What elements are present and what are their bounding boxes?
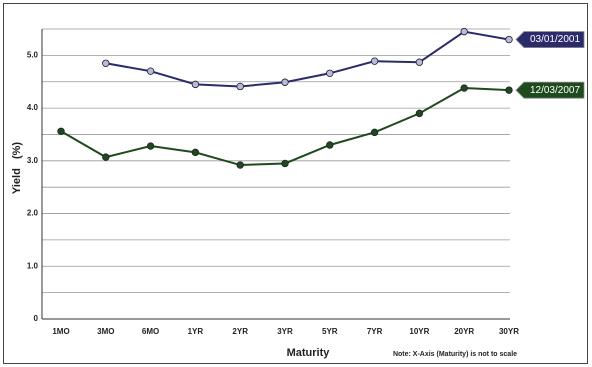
- x-axis-label: Maturity: [287, 347, 331, 359]
- x-tick-label: 1YR: [188, 327, 204, 336]
- y-tick-label: 1.0: [27, 261, 39, 270]
- data-point: [326, 69, 334, 77]
- x-tick-label: 20YR: [454, 327, 474, 336]
- data-point: [281, 78, 289, 86]
- y-axis-label: Yield (%): [11, 142, 23, 194]
- data-point: [505, 35, 513, 44]
- data-point: [236, 82, 244, 91]
- data-point: [370, 128, 379, 137]
- x-tick-label: 3MO: [97, 327, 114, 336]
- x-tick-label: 3YR: [277, 327, 293, 336]
- y-tick-label: 2.0: [27, 209, 39, 218]
- data-point: [146, 67, 155, 75]
- legend-label: 03/01/2001: [530, 34, 580, 45]
- x-tick-label: 10YR: [409, 327, 429, 336]
- data-point: [370, 57, 379, 65]
- y-tick-label: 0: [34, 314, 39, 323]
- legend-flag: [515, 31, 585, 48]
- data-point: [191, 148, 200, 157]
- legend-flag: [515, 81, 585, 99]
- x-tick-label: 5YR: [322, 327, 338, 336]
- data-point: [57, 127, 65, 135]
- x-tick-label: 30YR: [499, 327, 519, 336]
- data-point: [415, 58, 424, 66]
- data-point: [102, 59, 110, 67]
- data-point: [236, 161, 244, 169]
- data-point: [505, 86, 513, 94]
- data-point: [326, 141, 334, 149]
- x-tick-label: 7YR: [367, 327, 383, 336]
- chart-frame: [3, 3, 588, 364]
- y-tick-label: 3.0: [27, 156, 39, 165]
- data-point: [281, 159, 289, 168]
- series-line: [105, 30, 510, 88]
- data-point: [102, 153, 110, 161]
- data-point: [460, 27, 468, 36]
- data-point: [415, 109, 424, 118]
- x-tick-label: 1MO: [52, 327, 69, 336]
- x-tick-label: 2YR: [232, 327, 248, 336]
- note: Note: X-Axis (Maturity) is not to scale: [393, 351, 517, 358]
- legend-label: 12/03/2007: [530, 85, 580, 96]
- y-tick-label: 4.0: [27, 103, 39, 112]
- y-tick-label: 5.0: [27, 50, 39, 59]
- data-point: [460, 84, 468, 92]
- data-point: [146, 142, 155, 150]
- x-tick-label: 6MO: [142, 327, 159, 336]
- data-point: [191, 80, 200, 89]
